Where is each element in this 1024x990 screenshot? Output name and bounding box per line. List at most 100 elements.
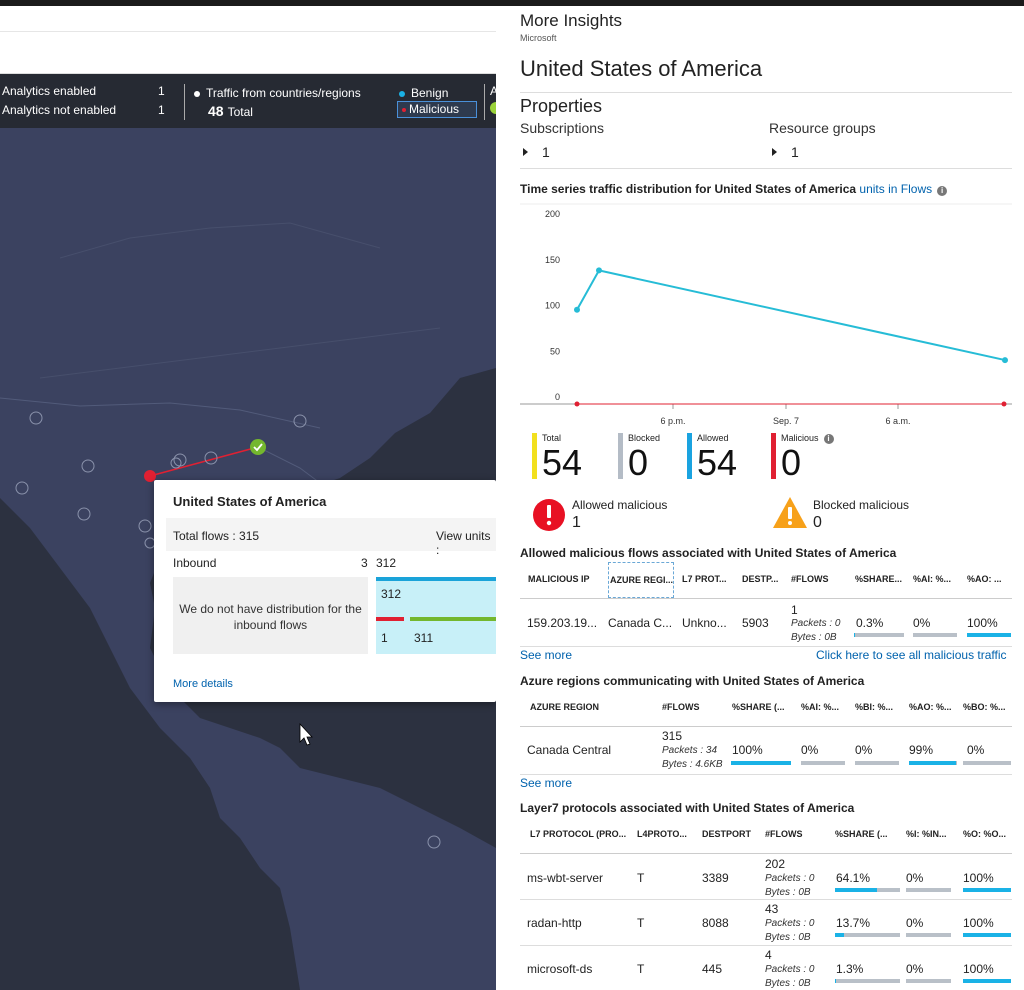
divider [520, 168, 1012, 169]
analytics-enabled-label: Analytics enabled [2, 84, 97, 98]
mal-header-ai[interactable]: %AI: %... [913, 574, 952, 584]
mal-header-share[interactable]: %SHARE... [855, 574, 903, 584]
see-all-malicious-link[interactable]: Click here to see all malicious traffic [816, 648, 1007, 662]
malicious-legend[interactable]: Malicious [397, 101, 477, 118]
regions-row-ao: 99% [909, 743, 934, 757]
l7-row-share-bar [835, 979, 900, 983]
l7-row-bytes: Bytes : 0B [765, 978, 811, 989]
l7-row-protocol: radan-http [527, 916, 582, 930]
series-point[interactable] [574, 401, 580, 407]
l7-header-share[interactable]: %SHARE (... [835, 829, 888, 839]
mal-row-ao: 100% [967, 616, 998, 630]
subscriptions-toggle[interactable]: 1 [523, 144, 550, 160]
l7-row-protocol: ms-wbt-server [527, 871, 604, 885]
popup-bar-malicious-value: 1 [381, 631, 388, 645]
l7-row-i: 0% [906, 962, 924, 976]
resource-groups-toggle[interactable]: 1 [772, 144, 799, 160]
regions-header-ai[interactable]: %AI: %... [801, 702, 840, 712]
l7-row-o: 100% [963, 916, 994, 930]
regions-header-ao[interactable]: %AO: %... [909, 702, 952, 712]
kpi-allowed-label: Allowed [697, 433, 729, 443]
l7-header-protocol[interactable]: L7 PROTOCOL (PRO... [530, 829, 627, 839]
ao-bar-fill [967, 633, 1011, 637]
l7-row-port: 3389 [702, 871, 729, 885]
l7-header-i[interactable]: %I: %IN... [906, 829, 947, 839]
divider [520, 726, 1012, 727]
mal-header-port[interactable]: DESTP... [742, 574, 779, 584]
l7-row-share: 13.7% [836, 916, 871, 930]
regions-header-region[interactable]: AZURE REGION [530, 702, 600, 712]
l7-title: Layer7 protocols associated with United … [520, 801, 855, 815]
series-point[interactable] [596, 267, 602, 274]
mal-header-ao[interactable]: %AO: ... [967, 574, 1002, 584]
kpi-blocked-bar [618, 433, 623, 479]
l7-row-protocol: microsoft-ds [527, 962, 593, 976]
traffic-label: Traffic from countries/regions [206, 86, 361, 100]
l7-row-l4: T [637, 962, 645, 976]
resource-groups-label: Resource groups [769, 120, 876, 136]
regions-header-bi[interactable]: %BI: %... [855, 702, 894, 712]
l7-row-i-bar [906, 933, 951, 937]
header-divider [0, 31, 496, 32]
mal-header-ip[interactable]: MALICIOUS IP [528, 574, 590, 584]
allowed-malicious-value: 1 [572, 514, 581, 531]
o-bar-fill [963, 888, 1011, 892]
popup-inbound-count: 3 [361, 556, 368, 570]
mal-header-flows[interactable]: #FLOWS [791, 574, 829, 584]
popup-bar-benign [410, 617, 496, 621]
regions-share-bar [731, 761, 791, 765]
series-point[interactable] [1001, 401, 1007, 407]
mal-header-l7[interactable]: L7 PROT... [682, 574, 727, 584]
traffic-legend: Traffic from countries/regions [194, 86, 361, 100]
timeseries-chart: 0 50 100 150 200 6 p.m. Sep. 7 6 a.m. [520, 203, 1012, 426]
regions-row-bytes: Bytes : 4.6KB [662, 759, 723, 770]
warning-icon [773, 497, 807, 528]
share-bar-fill [731, 761, 791, 765]
popup-inbound-label: Inbound [173, 556, 217, 570]
mal-row-ai-bar [913, 633, 957, 637]
info-icon[interactable]: i [823, 434, 834, 444]
l7-header-o[interactable]: %O: %O... [963, 829, 1007, 839]
series-point[interactable] [1002, 357, 1008, 364]
popup-distribution-bars: 312 1 311 [376, 577, 496, 654]
traffic-total-value: 48 [208, 103, 224, 119]
l7-header-port[interactable]: DESTPORT [702, 829, 752, 839]
mal-see-more-link[interactable]: See more [520, 648, 573, 662]
divider [520, 646, 1012, 647]
popup-view-units[interactable]: View units : [436, 529, 491, 557]
l7-header-flows[interactable]: #FLOWS [765, 829, 803, 839]
divider [520, 92, 1012, 93]
popup-more-details-link[interactable]: More details [173, 678, 233, 690]
map-legend-bar: Analytics enabled 1 Analytics not enable… [0, 74, 498, 128]
benign-legend[interactable]: Benign [399, 86, 448, 100]
mal-row-ai: 0% [913, 616, 931, 630]
mal-row-ao-bar [967, 633, 1011, 637]
regions-header-share[interactable]: %SHARE (... [732, 702, 785, 712]
blocked-malicious-label: Blocked malicious [813, 498, 910, 512]
series-point[interactable] [574, 306, 580, 313]
country-popup: United States of America Total flows : 3… [154, 480, 496, 702]
traffic-total-label: Total [227, 105, 253, 119]
y-tick-label: 100 [545, 301, 560, 311]
l7-header-l4[interactable]: L4PROTO... [637, 829, 687, 839]
analytics-not-enabled-row: Analytics not enabled 1 [2, 103, 165, 117]
regions-header-bo[interactable]: %BO: %... [963, 702, 1006, 712]
l7-row-share-bar [835, 933, 900, 937]
timeseries-units-link[interactable]: units in Flows [859, 182, 933, 196]
l7-row-flows: 202 [765, 857, 786, 871]
regions-row-bo: 0% [967, 743, 985, 757]
mal-row-bytes: Bytes : 0B [791, 632, 837, 643]
kpi-total-value: 54 [542, 442, 583, 483]
y-tick-label: 50 [550, 346, 560, 356]
series-line-0 [576, 269, 1006, 362]
mal-header-region[interactable]: AZURE REGI... [608, 562, 674, 598]
mal-row-l7: Unkno... [682, 616, 727, 630]
l7-row-bytes: Bytes : 0B [765, 932, 811, 943]
divider [520, 945, 1012, 946]
l7-row-packets: Packets : 0 [765, 873, 815, 884]
regions-header-flows[interactable]: #FLOWS [662, 702, 700, 712]
analytics-not-enabled-label: Analytics not enabled [2, 103, 117, 117]
info-icon[interactable]: i [937, 186, 948, 196]
regions-see-more-link[interactable]: See more [520, 776, 573, 790]
mal-row-ip[interactable]: 159.203.19... [527, 616, 598, 630]
